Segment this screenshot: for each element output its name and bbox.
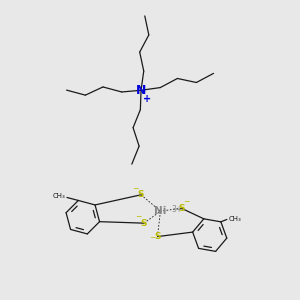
Text: 3+: 3+ — [171, 205, 182, 214]
Text: S: S — [138, 190, 144, 199]
Text: +: + — [143, 94, 151, 104]
Text: −: − — [184, 197, 190, 206]
Text: S: S — [141, 219, 147, 228]
Text: −: − — [149, 234, 155, 243]
Text: CH₃: CH₃ — [53, 193, 65, 199]
Text: Ni: Ni — [154, 206, 167, 216]
Text: S: S — [154, 232, 161, 241]
Text: N: N — [136, 84, 146, 97]
Text: S: S — [178, 204, 184, 213]
Text: −: − — [133, 184, 139, 193]
Text: −: − — [136, 212, 142, 221]
Text: CH₃: CH₃ — [228, 216, 241, 222]
